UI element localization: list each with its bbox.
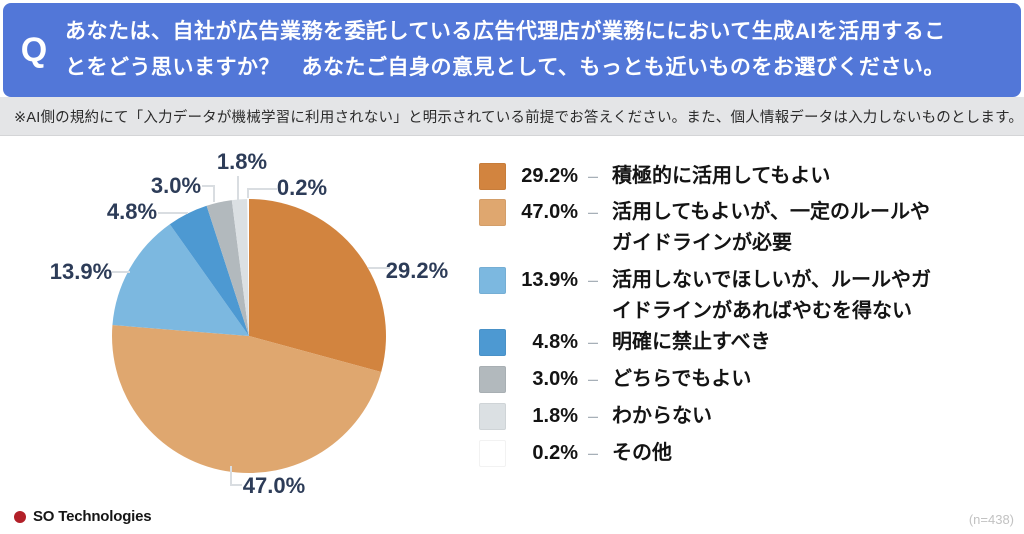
leader-lines: [112, 176, 390, 486]
pie-callout-label: 1.8%: [216, 149, 268, 174]
sample-size: (n=438): [968, 512, 1014, 527]
brand-dot-icon: [14, 510, 26, 523]
question-text: あなたは、自社が広告業務を委託している広告代理店が業務ににおいて生成AIを活用す…: [65, 20, 946, 79]
pie-slice: [247, 198, 249, 336]
legend-color-swatch: [479, 403, 506, 430]
legend-row: 0.2% – その他: [479, 440, 672, 469]
legend-row: 13.9% – 活用しないでほしいが、ルールやガ イドラインがあればやむを得ない: [479, 267, 931, 327]
legend-row: 1.8% – わからない: [479, 403, 712, 432]
legend-color-swatch: [479, 329, 506, 356]
legend-row: 4.8% – 明確に禁止すべき: [479, 329, 771, 358]
pie-callout-label: 3.0%: [150, 173, 202, 198]
pie-callout-label: 47.0%: [242, 473, 306, 498]
legend-percent: 0.2%: [532, 442, 578, 464]
pie-slice: [249, 199, 386, 372]
legend-separator: –: [588, 202, 599, 222]
legend-row: 29.2% – 積極的に活用してもよい: [479, 163, 830, 192]
legend-label: どちらでもよい: [612, 368, 752, 390]
leader-line-47: [230, 466, 242, 486]
pie-callout-label: 0.2%: [276, 175, 328, 200]
pie-slice: [231, 199, 249, 336]
legend-percent: 13.9%: [521, 269, 578, 291]
legend-percent: 4.8%: [532, 331, 578, 353]
pie-callout-label: 29.2%: [385, 258, 449, 283]
leader-line-3: [202, 185, 215, 202]
legend-separator: –: [588, 443, 599, 463]
pie-slice: [112, 325, 382, 473]
legend-label: わからない: [612, 405, 713, 427]
note-bar: ※AI側の規約にて「入力データが機械学習に利用されない」と明示されている前提でお…: [0, 97, 1024, 136]
pie-callout-label: 4.8%: [106, 199, 158, 224]
pie-chart: [112, 176, 390, 486]
legend-separator: –: [588, 369, 599, 389]
legend-percent: 1.8%: [532, 405, 578, 427]
legend-row: 47.0% – 活用してもよいが、一定のルールや ガイドラインが必要: [479, 199, 930, 259]
legend-label: 活用しないでほしいが、ルールやガ イドラインがあればやむを得ない: [612, 269, 932, 322]
legend-color-swatch: [479, 366, 506, 393]
question-header: Q あなたは、自社が広告業務を委託している広告代理店が業務ににおいて生成AIを活…: [3, 3, 1021, 97]
legend-color-swatch: [479, 199, 506, 226]
brand-logo: SO Technologies: [14, 508, 152, 525]
legend-color-swatch: [479, 440, 506, 467]
legend-percent: 29.2%: [521, 165, 578, 187]
legend-percent: 3.0%: [532, 368, 578, 390]
pie-slices: [112, 198, 386, 473]
pie-callout-label: 13.9%: [49, 259, 113, 284]
q-badge: Q: [20, 30, 48, 69]
leader-line-0: [247, 188, 277, 198]
legend-separator: –: [588, 166, 599, 186]
legend-row: 3.0% – どちらでもよい: [479, 366, 751, 395]
legend-separator: –: [588, 270, 599, 290]
legend-label: 積極的に活用してもよい: [612, 165, 831, 187]
legend-separator: –: [588, 332, 599, 352]
pie-slice: [206, 200, 249, 336]
pie-slice: [112, 224, 249, 336]
legend-color-swatch: [479, 163, 506, 190]
legend-label: 明確に禁止すべき: [612, 331, 771, 353]
legend-color-swatch: [479, 267, 506, 294]
legend-separator: –: [588, 406, 599, 426]
note-text: ※AI側の規約にて「入力データが機械学習に利用されない」と明示されている前提でお…: [14, 109, 1024, 126]
brand-name: SO Technologies: [33, 508, 152, 525]
pie-slice: [169, 205, 249, 336]
legend-percent: 47.0%: [521, 201, 578, 223]
legend-label: 活用してもよいが、一定のルールや ガイドラインが必要: [612, 201, 931, 254]
legend-label: その他: [612, 442, 673, 464]
